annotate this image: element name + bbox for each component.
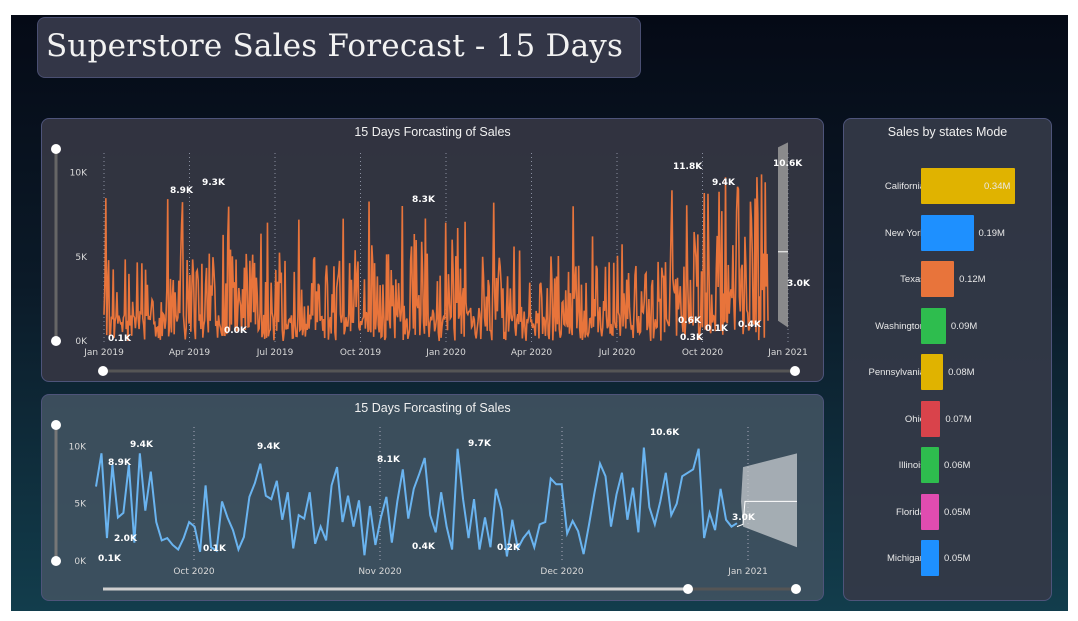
forecast-confidence-band — [741, 453, 797, 548]
forecast-chart-zoomed[interactable]: 15 Days Forcasting of Sales 0K 5K 10K Oct 2… — [41, 394, 824, 601]
x-tick-label: Apr 2019 — [169, 348, 211, 358]
bars-container: California 0.34M New York 0.19M Texas 0.12M Wa… — [844, 119, 1051, 600]
sales-series-line — [103, 174, 769, 342]
bar-new-york[interactable] — [921, 214, 974, 251]
data-label: 0.0K — [224, 326, 248, 336]
data-label: 9.4K — [712, 178, 736, 188]
sales-by-state-chart[interactable]: Sales by states Mode California 0.34M New … — [843, 118, 1052, 601]
title-box: Superstore Sales Forecast - 15 Days — [37, 17, 641, 78]
bar-value-label: 0.19M — [978, 227, 1005, 239]
bar-category-label: Florida — [895, 506, 925, 518]
forecast-chart-zoomed-svg[interactable]: 0K 5K 10K Oct 2020 Nov 2020 Dec 2020 Jan 2021 9… — [42, 395, 823, 600]
x-tick-label: Jul 2019 — [256, 348, 294, 358]
data-label: 0.4K — [738, 320, 762, 330]
bar-washington[interactable] — [921, 307, 946, 344]
y-tick-label: 0K — [75, 337, 88, 347]
bar-value-label: 0.05M — [944, 553, 971, 564]
bar-pennsylvania[interactable] — [921, 354, 944, 390]
bar-texas[interactable] — [921, 261, 955, 297]
bar-value-label: 0.08M — [948, 367, 975, 378]
data-label: 8.3K — [412, 195, 436, 205]
data-label: 0.2K — [497, 543, 521, 553]
x-tick-label: Oct 2020 — [682, 348, 724, 358]
y-tick-label: 10K — [70, 169, 88, 179]
data-label: 0.1K — [203, 544, 227, 554]
x-tick-label: Nov 2020 — [358, 567, 402, 577]
y-tick-label: 10K — [69, 442, 87, 452]
data-label: 9.7K — [468, 439, 492, 449]
x-tick-label: Jan 2021 — [727, 567, 768, 577]
x-range-handle-right[interactable] — [791, 584, 801, 594]
forecast-line — [736, 500, 797, 528]
chart-title: 15 Days Forcasting of Sales — [354, 401, 511, 415]
bar-michigan[interactable] — [921, 540, 939, 576]
data-label: 0.3K — [680, 333, 704, 343]
y-tick-label: 5K — [74, 500, 87, 510]
x-tick-label: Oct 2020 — [173, 567, 215, 577]
data-label: 9.3K — [202, 178, 226, 188]
y-range-handle-top[interactable] — [51, 420, 61, 430]
data-label: 9.4K — [130, 440, 154, 450]
x-tick-label: Dec 2020 — [540, 567, 583, 577]
x-tick-label: Jan 2021 — [767, 348, 808, 358]
data-label: 11.8K — [673, 162, 703, 172]
data-label: 3.0K — [787, 279, 811, 289]
forecast-chart-full-svg[interactable]: 0K 5K 10K Jan 2019 Apr 2019 Jul 2019 Oct 2019 J… — [42, 119, 823, 381]
data-label: 0.1K — [98, 554, 122, 564]
bar-ohio[interactable] — [921, 400, 941, 437]
bar-value-label: 0.06M — [944, 460, 971, 471]
data-label: 0.4K — [412, 542, 436, 552]
data-label: 10.6K — [650, 428, 680, 438]
y-tick-label: 0K — [74, 557, 87, 567]
x-tick-label: Oct 2019 — [340, 348, 382, 358]
bar-value-label: 0.12M — [959, 274, 986, 285]
bar-category-label: Texas — [900, 274, 925, 285]
y-range-handle-bottom[interactable] — [51, 336, 61, 346]
bar-category-label: Michigan — [886, 553, 925, 564]
page-title: Superstore Sales Forecast - 15 Days — [46, 28, 624, 64]
x-tick-label: Jan 2020 — [425, 348, 466, 358]
bar-category-label: New York — [884, 227, 925, 239]
data-label: 0.6K — [678, 316, 702, 326]
chart-title: Sales by states Mode — [887, 125, 1008, 139]
data-label: 9.4K — [257, 442, 281, 452]
x-range-handle-left[interactable] — [683, 584, 693, 594]
bar-category-label: California — [884, 181, 925, 192]
bar-value-label: 0.07M — [945, 413, 972, 425]
bar-california[interactable] — [921, 168, 1015, 204]
bar-category-label: Illinois — [898, 460, 925, 471]
data-label: 10.6K — [773, 159, 803, 169]
x-range-handle-right[interactable] — [790, 366, 800, 376]
x-tick-label: Apr 2020 — [511, 348, 553, 358]
y-range-handle-top[interactable] — [51, 144, 61, 154]
data-label: 0.1K — [705, 324, 729, 334]
x-tick-label: Jan 2019 — [83, 348, 124, 358]
y-tick-label: 5K — [75, 253, 88, 263]
bar-florida[interactable] — [921, 493, 939, 530]
data-label: 3.0K — [732, 513, 756, 523]
x-range-handle-left[interactable] — [98, 366, 108, 376]
sales-series-line — [95, 447, 738, 557]
bar-category-label: Ohio — [904, 413, 925, 425]
forecast-chart-full[interactable]: 15 Days Forcasting of Sales 0K 5K 10K Jan 2… — [41, 118, 824, 382]
bar-category-label: Pennsylvania — [868, 367, 925, 378]
x-tick-label: Jul 2020 — [598, 348, 636, 358]
y-range-handle-bottom[interactable] — [51, 556, 61, 566]
bar-value-label: 0.05M — [944, 506, 971, 518]
bar-value-label: 0.34M — [984, 181, 1011, 192]
bar-illinois[interactable] — [921, 447, 939, 483]
bar-category-label: Washington — [875, 320, 925, 332]
data-label: 8.1K — [377, 455, 401, 465]
data-label: 0.1K — [108, 334, 132, 344]
forecast-confidence-band — [778, 142, 788, 328]
data-label: 2.0K — [114, 534, 138, 544]
data-label: 8.9K — [170, 186, 194, 196]
data-label: 8.9K — [108, 458, 132, 468]
chart-title: 15 Days Forcasting of Sales — [354, 125, 511, 139]
bar-value-label: 0.09M — [950, 320, 978, 332]
dashboard-canvas: Superstore Sales Forecast - 15 Days 15 D… — [11, 15, 1068, 611]
